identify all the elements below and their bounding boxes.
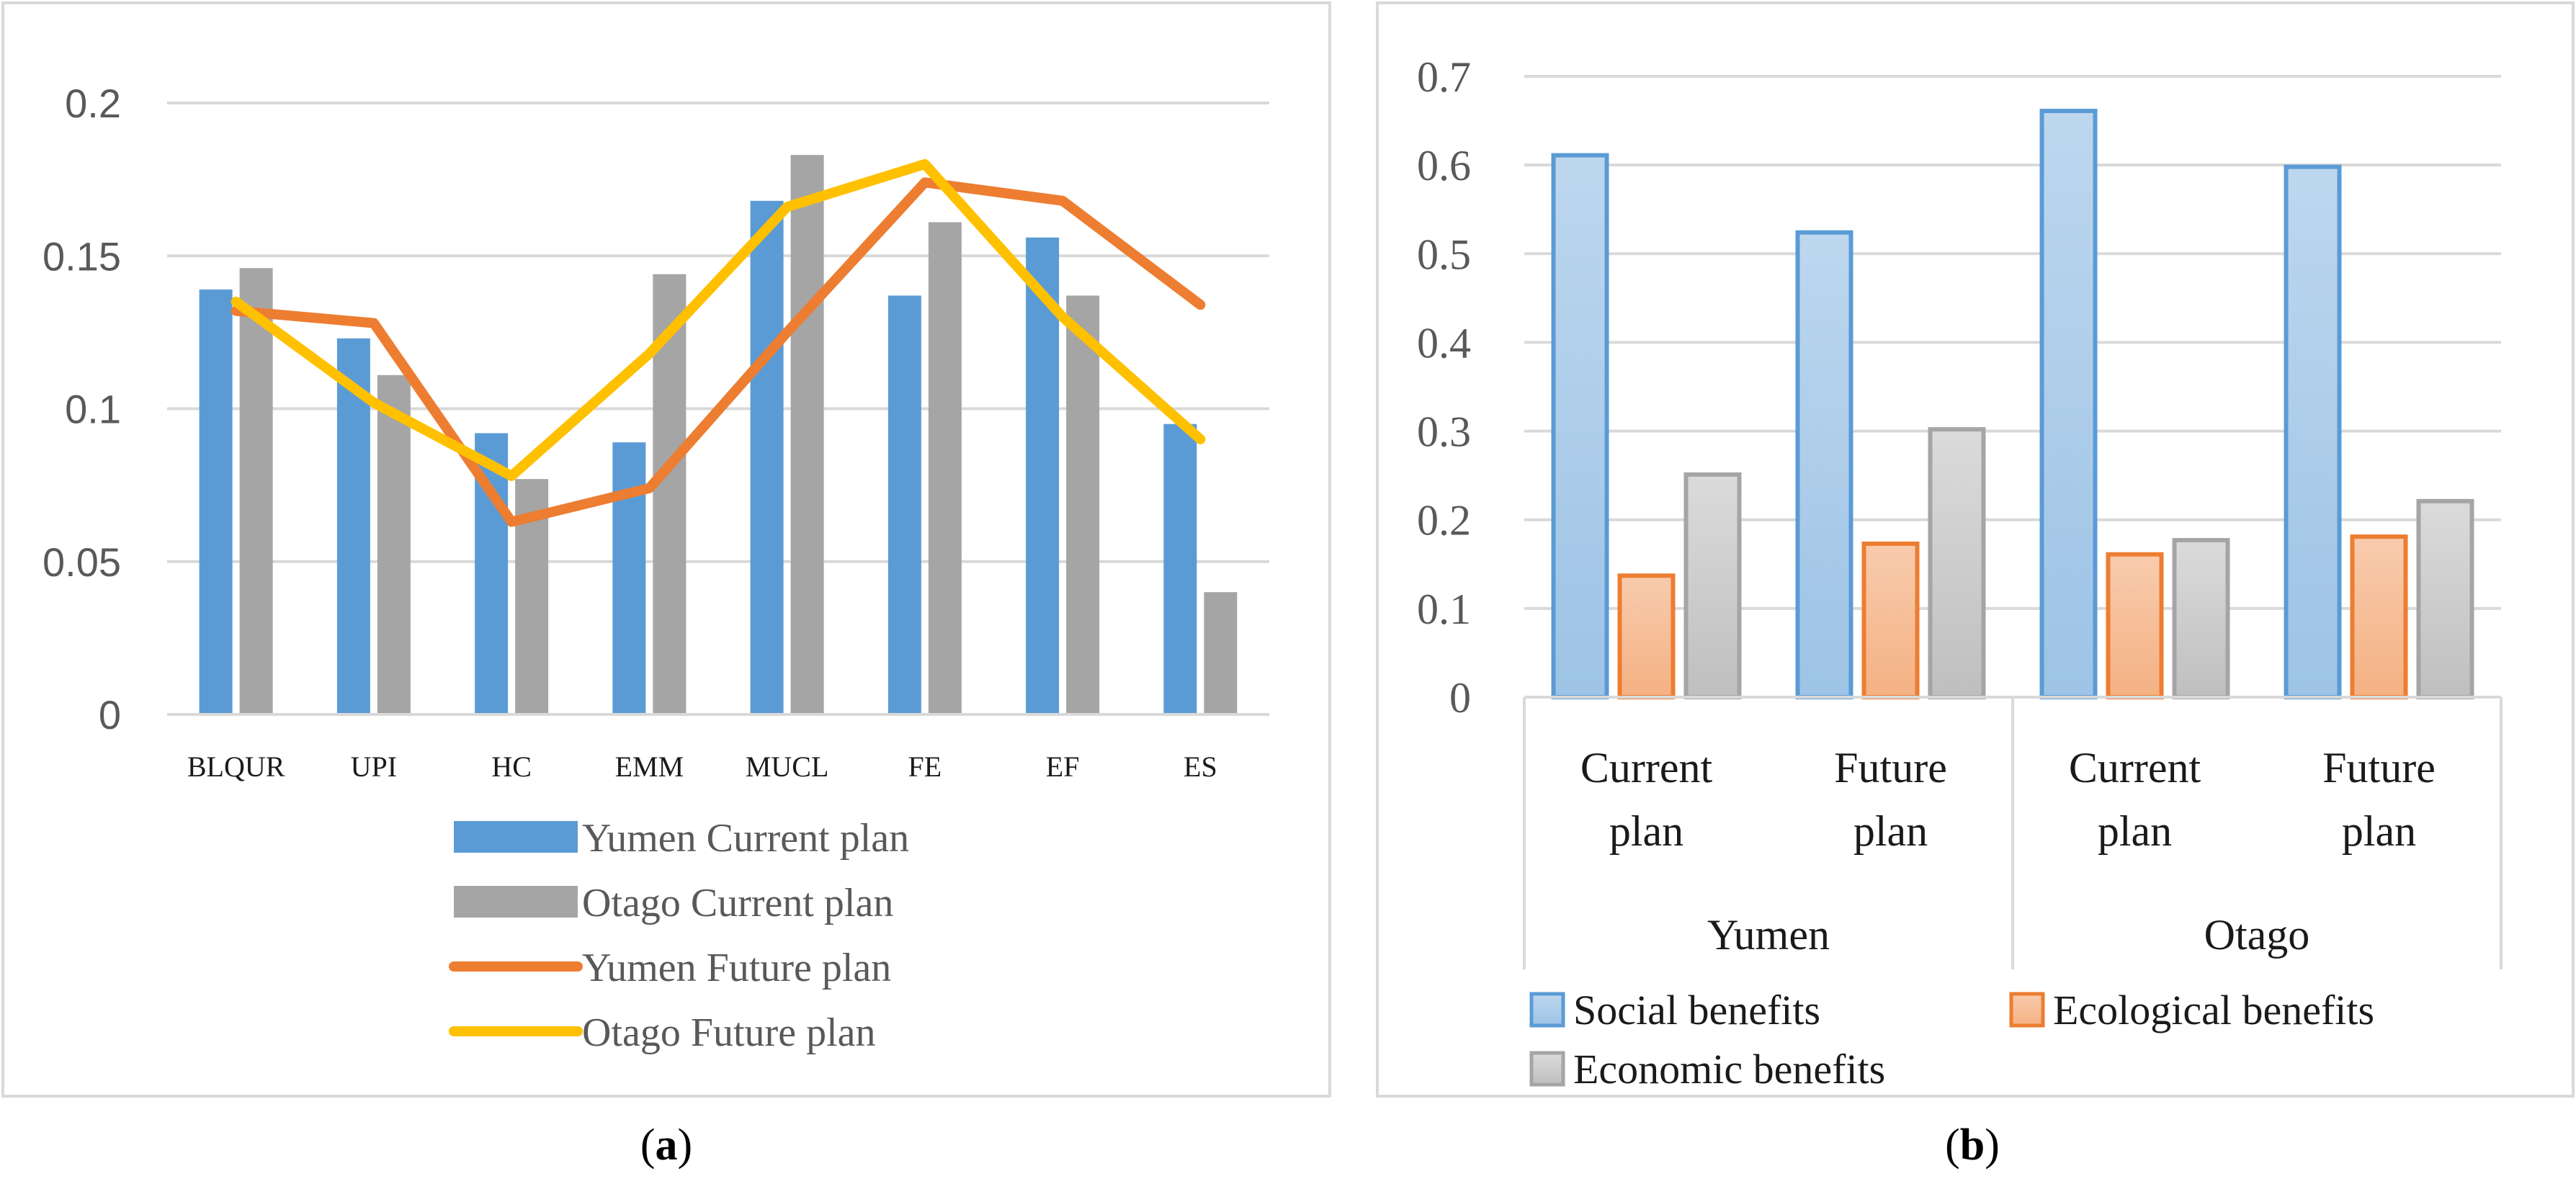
legend-label: Otago Future plan	[582, 1010, 875, 1055]
legend-swatch	[1529, 1051, 1565, 1087]
chart-a-legend: Yumen Current plan Otago Current plan Yume…	[449, 816, 909, 1055]
chart-a-lines	[231, 158, 1206, 527]
chart-b-y-tick-label: 0.4	[1417, 319, 1471, 367]
chart-a-y-tick-label: 0.1	[65, 387, 121, 432]
legend-label: Economic benefits	[1573, 1046, 1885, 1093]
chart-a-line-otago-future	[231, 158, 1206, 481]
chart-a-bar-yumen-current	[1163, 423, 1197, 714]
chart-b-group-label: Yumen	[1707, 911, 1830, 959]
chart-a-x-tick-label: BLQUR	[187, 750, 285, 783]
legend-swatch	[1529, 992, 1565, 1028]
chart-b-bar-economic	[2172, 538, 2230, 700]
chart-b-bar-ecological	[2106, 552, 2164, 699]
chart-a-bar-otago-current	[790, 155, 824, 715]
legend-swatch	[454, 886, 578, 918]
chart-a-x-tick-label: HC	[491, 750, 532, 783]
chart-b-bar-ecological	[1861, 541, 1920, 699]
legend-label: Yumen Current plan	[582, 816, 909, 861]
chart-b-x-tick-label: Current	[1580, 744, 1713, 791]
chart-a-y-tick-label: 0.2	[65, 81, 121, 126]
chart-b-bars	[1551, 109, 2474, 700]
chart-a-bar-otago-current	[239, 268, 273, 715]
chart-b-y-tick-label: 0.7	[1417, 53, 1471, 101]
legend-label: Yumen Future plan	[582, 946, 891, 990]
chart-b-x-tick-label: plan	[1609, 807, 1683, 855]
chart-b-bar-economic	[1683, 472, 1742, 699]
chart-a-bar-otago-current	[928, 222, 962, 714]
chart-a-bar-otago-current	[1066, 295, 1100, 714]
chart-b-x-tick-label: Current	[2069, 744, 2201, 791]
chart-a-bars	[199, 155, 1238, 715]
legend-swatch	[454, 821, 578, 853]
chart-b-x-axis: Current plan Future plan Current plan Future pl…	[1523, 696, 2503, 969]
chart-a-bar-yumen-current	[887, 295, 921, 714]
chart-b-y-axis: 0 0.1 0.2 0.3 0.4 0.5 0.6 0.7	[1417, 53, 1471, 722]
chart-b-x-tick-label: plan	[1853, 807, 1928, 855]
panel-letter-b: b	[1960, 1121, 1985, 1170]
chart-a-bar-yumen-current	[612, 442, 646, 714]
chart-a-bar-otago-current	[377, 375, 411, 714]
chart-a-x-tick-label: FE	[908, 750, 942, 783]
chart-b-y-tick-label: 0.2	[1417, 497, 1471, 544]
chart-a-line-yumen-future	[231, 177, 1206, 527]
chart-b-bar-ecological	[2350, 534, 2408, 700]
chart-a-x-tick-label: MUCL	[746, 750, 829, 783]
chart-a-x-tick-label: EMM	[615, 750, 684, 783]
chart-b-bar-social	[2039, 109, 2098, 700]
chart-a-y-tick-label: 0	[99, 692, 121, 737]
chart-a-bar-yumen-current	[750, 200, 784, 715]
chart-b-y-tick-label: 0.1	[1417, 586, 1471, 633]
chart-b-y-tick-label: 0.3	[1417, 408, 1471, 456]
chart-a-x-axis: BLQUR UPI HC EMM MUCL FE EF ES	[187, 750, 1217, 783]
chart-b-y-tick-label: 0.5	[1417, 230, 1471, 278]
legend-label: Otago Current plan	[582, 881, 893, 925]
chart-a-y-tick-label: 0.05	[43, 539, 121, 585]
panel-label-a: (a)	[640, 1121, 692, 1170]
chart-b-y-tick-label: 0.6	[1417, 142, 1471, 189]
panel-letter-a: a	[656, 1121, 678, 1170]
chart-b-x-tick-label: Future	[1834, 744, 1947, 791]
chart-b-bar-economic	[1928, 427, 1986, 699]
chart-b-x-tick-label: Future	[2322, 744, 2436, 791]
chart-b-group-label: Otago	[2204, 911, 2310, 959]
chart-b-bar-social	[1795, 230, 1853, 699]
chart-b-bar-social	[2284, 164, 2342, 699]
chart-a-x-tick-label: EF	[1046, 750, 1080, 783]
chart-b-y-tick-label: 0	[1449, 674, 1471, 722]
legend-label: Social benefits	[1573, 987, 1820, 1033]
chart-b-x-tick-label: plan	[2342, 807, 2416, 855]
chart-a-bar-yumen-current	[1026, 237, 1060, 714]
chart-a-x-tick-label: ES	[1184, 750, 1217, 783]
legend-swatch	[2009, 992, 2045, 1028]
chart-a-y-tick-label: 0.15	[43, 233, 121, 279]
chart-b-bar-economic	[2416, 498, 2474, 700]
chart-b-bar-social	[1551, 153, 1609, 699]
chart-a-x-tick-label: UPI	[351, 750, 397, 783]
chart-a-bar-yumen-current	[199, 289, 233, 714]
chart-b-bar-ecological	[1617, 573, 1676, 700]
chart-b-x-tick-label: plan	[2098, 807, 2172, 855]
legend-label: Ecological benefits	[2053, 987, 2374, 1033]
chart-b-legend: Social benefits Ecological benefits Econom…	[1529, 987, 2374, 1093]
chart-a-bar-otago-current	[1204, 592, 1238, 714]
panel-label-b: (b)	[1945, 1121, 2000, 1170]
chart-a-y-axis: 0 0.05 0.1 0.15 0.2	[43, 81, 121, 737]
